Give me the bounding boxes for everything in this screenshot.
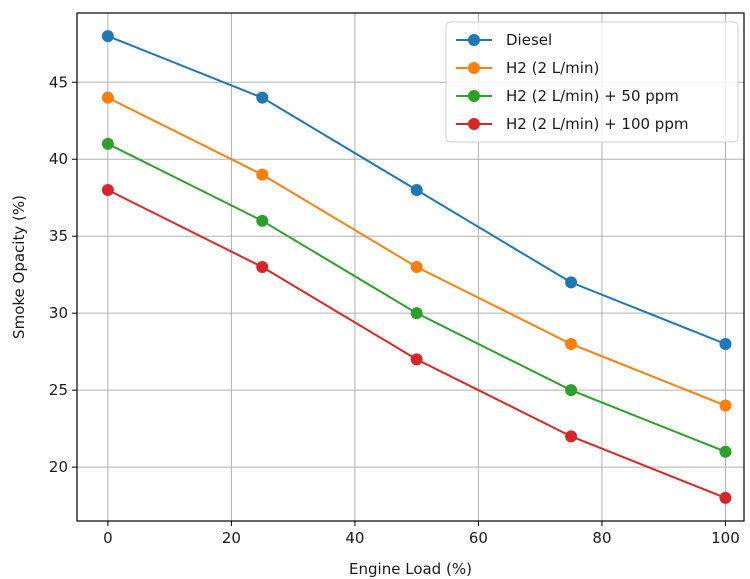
x-tick-label: 80 xyxy=(592,529,611,547)
series-1 xyxy=(101,30,732,350)
legend-marker xyxy=(468,118,480,130)
data-point xyxy=(719,399,732,412)
y-axis-ticks: 20 25 30 35 40 45 xyxy=(49,73,77,476)
legend-item: H2 (2 L/min) + 100 ppm xyxy=(456,115,688,133)
series-4 xyxy=(101,184,732,504)
legend-label: H2 (2 L/min) + 100 ppm xyxy=(506,115,688,133)
data-point xyxy=(101,91,114,104)
data-point xyxy=(719,491,732,504)
y-tick-label: 30 xyxy=(49,304,68,322)
x-tick-label: 20 xyxy=(222,529,241,547)
x-axis-label: Engine Load (%) xyxy=(349,560,472,578)
data-point xyxy=(410,307,423,320)
data-point xyxy=(719,445,732,458)
x-tick-label: 0 xyxy=(103,529,113,547)
data-point xyxy=(101,137,114,150)
data-point xyxy=(410,184,423,197)
data-point xyxy=(565,430,578,443)
legend: Diesel H2 (2 L/min) H2 (2 L/min) + 50 ppm H… xyxy=(445,21,739,143)
legend-label: H2 (2 L/min) + 50 ppm xyxy=(506,87,679,105)
data-point xyxy=(256,261,269,273)
data-point xyxy=(410,261,423,273)
x-axis-ticks: 0 20 40 60 80 100 xyxy=(103,521,740,547)
legend-label: Diesel xyxy=(506,31,552,49)
data-point xyxy=(256,168,269,181)
series-2 xyxy=(101,91,732,412)
series-3 xyxy=(101,137,732,458)
legend-item: H2 (2 L/min) xyxy=(456,59,599,77)
y-tick-label: 45 xyxy=(49,73,68,91)
y-tick-label: 35 xyxy=(49,227,68,245)
data-point xyxy=(256,91,269,104)
data-point xyxy=(565,337,578,350)
data-point xyxy=(410,353,423,366)
data-point xyxy=(565,384,578,397)
legend-box xyxy=(445,21,739,143)
data-point xyxy=(256,214,269,227)
x-tick-label: 60 xyxy=(469,529,488,547)
y-axis-label: Smoke Opacity (%) xyxy=(10,195,28,339)
legend-item: Diesel xyxy=(456,31,552,49)
data-point xyxy=(101,30,114,43)
x-tick-label: 40 xyxy=(345,529,364,547)
legend-marker xyxy=(468,62,480,74)
plot-frame xyxy=(76,12,745,522)
legend-label: H2 (2 L/min) xyxy=(506,59,599,77)
data-point xyxy=(101,184,114,197)
series-layer xyxy=(101,30,732,504)
data-point xyxy=(719,337,732,350)
y-tick-label: 25 xyxy=(49,381,68,399)
x-tick-label: 100 xyxy=(711,529,740,547)
data-point xyxy=(565,276,578,289)
y-tick-label: 20 xyxy=(49,458,68,476)
grid xyxy=(77,13,744,521)
legend-item: H2 (2 L/min) + 50 ppm xyxy=(456,87,679,105)
legend-marker xyxy=(468,34,480,46)
legend-marker xyxy=(468,90,480,102)
y-tick-label: 40 xyxy=(49,150,68,168)
